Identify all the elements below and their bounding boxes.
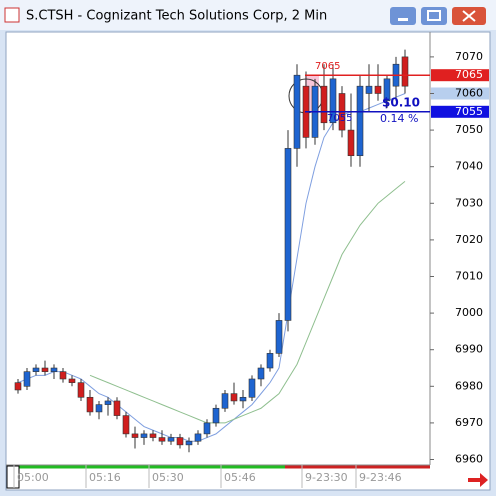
candle-body [122,415,130,435]
lower-level-label: 7055 [327,113,352,124]
candle-body [176,437,184,446]
candle-body [68,378,76,383]
y-tick-label: 7050 [455,123,483,136]
window-title: S.CTSH - Cognizant Tech Solutions Corp, … [26,9,327,24]
x-tick-label: 9-23:30 [305,471,348,484]
y-tick-label: 7070 [455,50,483,63]
candle-body [347,129,355,157]
candle-body [14,382,22,391]
candle-body [212,407,220,424]
y-tick-label: 6970 [455,416,483,429]
candle-body [185,440,193,446]
y-tick-label: 7060 [455,86,483,99]
candle-body [59,371,67,380]
last-price-band [431,87,489,100]
candle-body [275,320,283,354]
x-tick-label: 05:30 [152,471,184,484]
candle-body [365,85,373,94]
candle-body [104,400,112,405]
y-tick-label: 7040 [455,160,483,173]
candle-body [149,433,157,438]
moving-average [89,180,406,424]
minimize-button[interactable] [390,7,416,25]
x-tick-label: 05:16 [89,471,121,484]
upper-level-label: 7065 [315,61,340,72]
candle-body [257,367,265,380]
lower-level-badge-label: 7055 [455,105,483,118]
candle-body [293,74,301,149]
candle-body [266,353,274,369]
maximize-icon [427,10,441,21]
y-tick-label: 6990 [455,343,483,356]
candle-body [23,371,31,387]
scroll-box[interactable] [6,465,20,489]
y-tick-label: 7020 [455,233,483,246]
candle-body [203,422,211,435]
scroll-arrow[interactable] [468,473,488,487]
upper-level-badge [431,69,489,82]
y-tick-label: 6960 [455,453,483,466]
candle-body [158,437,166,442]
candle-body [248,378,256,398]
y-tick-label: 7010 [455,270,483,283]
candle-body [194,433,202,442]
app-icon [4,7,20,23]
candle-body [41,367,49,372]
x-tick-label: 05:46 [224,471,256,484]
candle-body [32,367,40,372]
y-tick-label: 7000 [455,306,483,319]
candle-body [77,382,85,398]
candle-body [383,78,391,102]
x-tick-label: 05:00 [17,471,49,484]
candle-body [329,78,337,124]
candle-body [167,437,175,442]
candle-body [131,433,139,438]
x-tick-label: 9-23:46 [359,471,402,484]
maximize-button[interactable] [421,7,447,25]
change-label: $0.10 [382,95,420,109]
candle-body [50,367,58,372]
candle-body [221,393,229,409]
candle-body [95,404,103,413]
minimize-icon [398,18,408,21]
candle-body [113,400,121,416]
candle-body [284,148,292,321]
candle-body [239,396,247,402]
candle-body [374,85,382,94]
close-icon [462,10,476,22]
y-tick-label: 6980 [455,379,483,392]
candle-body [401,56,409,87]
candle-body [140,433,148,438]
candle-body [320,85,328,124]
candle-body [356,85,364,157]
candle-body [86,396,94,413]
upper-level-badge-label: 7065 [455,68,483,81]
change-pct-label: 0.14 % [380,112,418,125]
lower-level-badge [431,105,489,118]
candle-body [230,393,238,402]
y-tick-label: 7030 [455,196,483,209]
